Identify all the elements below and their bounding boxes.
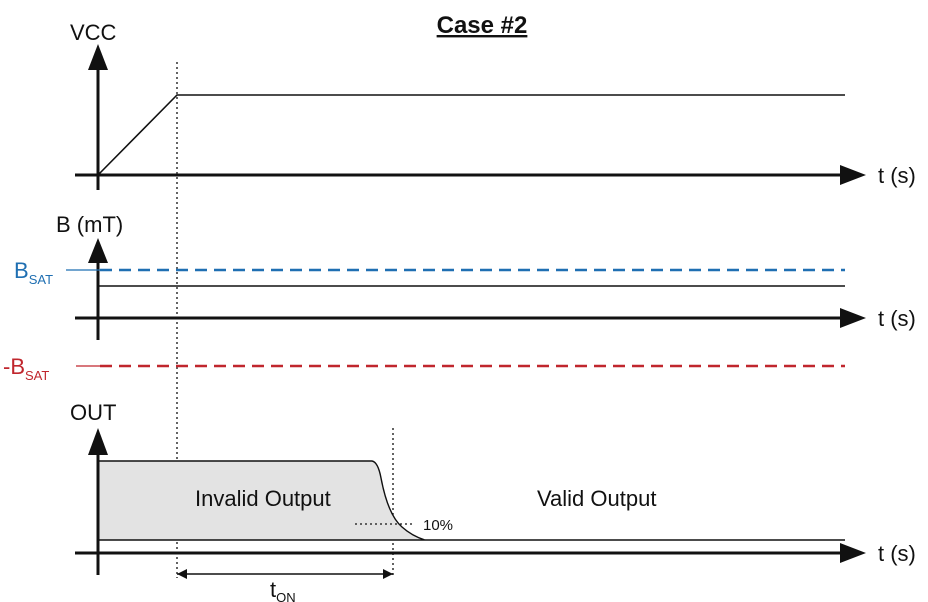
field-axis-label: B (mT) (56, 212, 123, 237)
out-time-axis-arrow (840, 543, 866, 563)
bsat-neg-label: -BSAT (3, 354, 49, 383)
invalid-output-label: Invalid Output (195, 486, 331, 511)
vcc-axis-label: VCC (70, 20, 117, 45)
field-time-label: t (s) (878, 306, 916, 331)
out-panel: OUT t (s) Invalid Output Valid Output 10… (70, 400, 916, 602)
field-time-axis-arrow (840, 308, 866, 328)
field-y-axis-arrow (88, 238, 108, 263)
valid-output-label: Valid Output (537, 486, 656, 511)
invalid-output-region (97, 460, 426, 541)
vcc-waveform (97, 94, 845, 176)
ton-arrow-left (177, 569, 187, 579)
out-y-axis-arrow (88, 428, 108, 455)
bsat-pos-label: BSAT (14, 258, 53, 287)
ton-arrow-right (383, 569, 393, 579)
field-panel: B (mT) t (s) BSAT -BSAT (3, 212, 916, 383)
vcc-time-label: t (s) (878, 163, 916, 188)
ton-label: tON (270, 577, 296, 602)
vcc-y-axis-arrow (88, 44, 108, 70)
vcc-time-axis-arrow (840, 165, 866, 185)
vcc-panel: VCC t (s) (70, 20, 916, 190)
out-time-label: t (s) (878, 541, 916, 566)
out-axis-label: OUT (70, 400, 116, 425)
diagram-title: Case #2 (437, 12, 528, 39)
ten-percent-label: 10% (423, 517, 453, 534)
